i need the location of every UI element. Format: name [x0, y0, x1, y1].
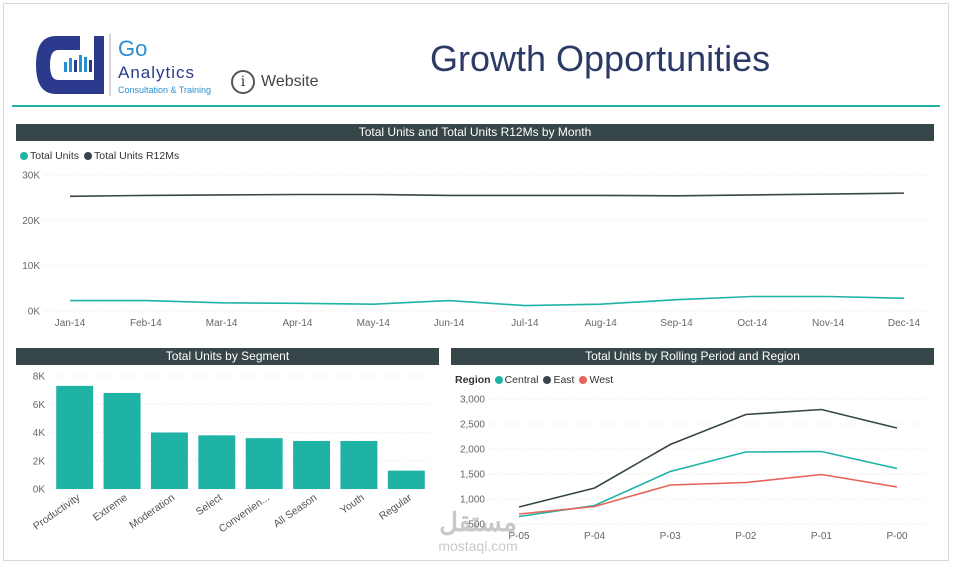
x-tick-label: Jun-14: [434, 318, 465, 329]
y-tick-label: 0K: [28, 307, 41, 318]
bar-extreme[interactable]: [103, 392, 141, 489]
x-tick-label: Apr-14: [282, 318, 312, 329]
y-tick-label: 8K: [33, 372, 46, 383]
region-line-chart[interactable]: 500 1,000 1,500 2,000 2,500 3,000 P-05 P-04 P-03…: [451, 390, 935, 548]
bar-regular[interactable]: [387, 470, 425, 489]
x-tick-label: P-00: [886, 531, 908, 542]
x-tick-label: Mar-14: [206, 318, 238, 329]
legend-east[interactable]: East: [543, 374, 574, 386]
page-title: Growth Opportunities: [430, 38, 771, 79]
legend-total-units[interactable]: Total Units: [20, 150, 79, 162]
month-chart-legend: Total Units Total Units R12Ms: [20, 150, 184, 162]
logo-tagline-text: Consultation & Training: [118, 85, 211, 95]
y-tick-label: 2K: [33, 456, 46, 467]
watermark-arabic-text: مستقل: [439, 507, 517, 537]
x-tick-label: Extreme: [91, 492, 130, 524]
x-tick-label: P-05: [508, 531, 530, 542]
x-tick-label: May-14: [357, 318, 391, 329]
x-tick-label: Productivity: [31, 491, 83, 532]
y-tick-label: 0K: [33, 485, 46, 496]
series-line-total-units[interactable]: [70, 295, 905, 307]
website-label: Website: [261, 73, 319, 90]
x-tick-label: Aug-14: [585, 318, 618, 329]
bar-all-season[interactable]: [293, 440, 331, 489]
legend-label-total-units: Total Units: [30, 150, 80, 162]
header-divider: [12, 105, 940, 107]
series-line-total-units-r12ms[interactable]: [69, 192, 905, 198]
legend-label-west: West: [589, 374, 614, 386]
x-tick-label: P-03: [660, 531, 682, 542]
y-tick-label: 4K: [33, 428, 46, 439]
go-analytics-logo: Go Analytics Consultation & Training: [36, 34, 211, 96]
legend-title-region: Region: [455, 374, 491, 386]
info-icon: i: [231, 70, 255, 94]
y-tick-label: 20K: [22, 216, 40, 227]
watermark-latin-text: mostaql.com: [438, 538, 517, 554]
region-chart-header: Total Units by Rolling Period and Region: [451, 348, 934, 365]
logo-analytics-text: Analytics: [118, 63, 195, 82]
legend-dot-total-units-r12ms: [84, 152, 93, 160]
x-tick-label: Moderation: [127, 492, 177, 532]
legend-dot-east: [543, 376, 552, 384]
mostaql-watermark: مستقل mostaql.com: [438, 507, 517, 554]
bar-youth[interactable]: [340, 440, 378, 489]
legend-dot-west: [579, 376, 588, 384]
month-chart-header: Total Units and Total Units R12Ms by Mon…: [16, 124, 934, 141]
x-tick-label: Feb-14: [130, 318, 162, 329]
legend-label-total-units-r12ms: Total Units R12Ms: [94, 150, 180, 162]
legend-west[interactable]: West: [579, 374, 613, 386]
y-tick-label: 1,000: [460, 495, 485, 506]
series-line-east[interactable]: [518, 408, 898, 508]
x-tick-label: Sep-14: [660, 318, 693, 329]
x-tick-label: Regular: [377, 491, 414, 522]
x-tick-label: P-01: [811, 531, 833, 542]
bar-select[interactable]: [198, 435, 236, 489]
series-line-west[interactable]: [518, 473, 898, 515]
legend-total-units-r12ms[interactable]: Total Units R12Ms: [84, 150, 179, 162]
legend-label-central: Central: [504, 374, 539, 386]
y-tick-label: 2,000: [460, 445, 485, 456]
x-tick-label: Jul-14: [511, 318, 539, 329]
x-tick-label: Convenien...: [217, 492, 272, 536]
website-link-button[interactable]: i Website: [231, 70, 319, 94]
x-tick-label: P-02: [735, 531, 757, 542]
x-tick-label: Nov-14: [812, 318, 845, 329]
segment-chart-header: Total Units by Segment: [16, 348, 439, 365]
legend-dot-total-units: [20, 152, 28, 160]
logo-go-text: Go: [118, 36, 147, 61]
legend-central[interactable]: Central: [494, 374, 539, 386]
x-tick-label: All Season: [271, 492, 319, 531]
bar-moderation[interactable]: [150, 432, 188, 490]
y-tick-label: 30K: [22, 171, 40, 182]
x-tick-label: Dec-14: [888, 318, 921, 329]
y-tick-label: 3,000: [460, 395, 485, 406]
x-tick-label: P-04: [584, 531, 606, 542]
bar-productivity[interactable]: [56, 385, 94, 489]
x-tick-label: Select: [194, 492, 225, 519]
y-tick-label: 500: [468, 520, 485, 531]
legend-dot-central: [494, 376, 503, 384]
y-tick-label: 2,500: [460, 420, 485, 431]
bar-convenien[interactable]: [245, 438, 283, 489]
y-tick-label: 6K: [33, 400, 46, 411]
x-tick-label: Youth: [338, 492, 367, 517]
legend-label-east: East: [553, 374, 575, 386]
month-line-chart[interactable]: 0K 10K 20K 30K Jan-14 Feb-14 Mar-14 Apr-14 May-1…: [16, 165, 936, 335]
y-tick-label: 10K: [22, 261, 40, 272]
x-tick-label: Jan-14: [55, 318, 86, 329]
region-chart-legend: Region Central East West: [455, 374, 618, 386]
y-tick-label: 1,500: [460, 470, 485, 481]
x-tick-label: Oct-14: [737, 318, 767, 329]
